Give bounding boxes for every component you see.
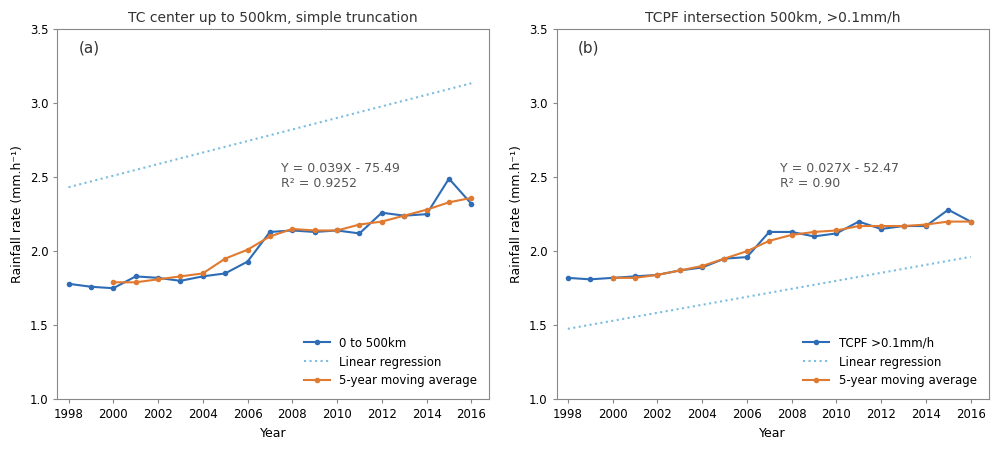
5-year moving average: [443, 200, 455, 205]
Text: Y = 0.027X - 52.47
R² = 0.90: Y = 0.027X - 52.47 R² = 0.90: [780, 162, 899, 190]
0 to 500km: [421, 212, 433, 217]
TCPF >0.1mm/h: [875, 226, 887, 232]
5-year moving average: [309, 228, 321, 233]
5-year moving average: [107, 280, 119, 285]
5-year moving average: [898, 223, 910, 229]
0 to 500km: [152, 275, 164, 281]
5-year moving average: [242, 247, 254, 253]
5-year moving average: [353, 222, 365, 227]
0 to 500km: [465, 201, 477, 207]
Y-axis label: Rainfall rate (mm.h⁻¹): Rainfall rate (mm.h⁻¹): [510, 145, 523, 283]
0 to 500km: [264, 229, 276, 235]
5-year moving average: [651, 272, 663, 278]
5-year moving average: [674, 268, 686, 273]
0 to 500km: [130, 274, 142, 279]
5-year moving average: [741, 249, 753, 254]
X-axis label: Year: Year: [759, 427, 786, 440]
Line: 5-year moving average: 5-year moving average: [610, 219, 973, 281]
TCPF >0.1mm/h: [898, 223, 910, 229]
Legend: 0 to 500km, Linear regression, 5-year moving average: 0 to 500km, Linear regression, 5-year mo…: [298, 331, 483, 393]
Text: (a): (a): [79, 40, 100, 55]
5-year moving average: [264, 234, 276, 239]
TCPF >0.1mm/h: [830, 231, 842, 236]
Line: TCPF >0.1mm/h: TCPF >0.1mm/h: [565, 207, 973, 282]
5-year moving average: [421, 207, 433, 212]
0 to 500km: [219, 271, 231, 276]
5-year moving average: [398, 213, 410, 218]
0 to 500km: [443, 176, 455, 181]
5-year moving average: [629, 275, 641, 281]
0 to 500km: [286, 228, 298, 233]
0 to 500km: [309, 229, 321, 235]
Text: (b): (b): [578, 40, 600, 55]
5-year moving average: [696, 263, 708, 269]
0 to 500km: [242, 259, 254, 264]
5-year moving average: [376, 219, 388, 224]
5-year moving average: [152, 276, 164, 282]
TCPF >0.1mm/h: [808, 234, 820, 239]
5-year moving average: [286, 226, 298, 232]
TCPF >0.1mm/h: [562, 275, 574, 281]
5-year moving average: [465, 195, 477, 201]
TCPF >0.1mm/h: [651, 272, 663, 278]
TCPF >0.1mm/h: [786, 229, 798, 235]
TCPF >0.1mm/h: [696, 265, 708, 270]
TCPF >0.1mm/h: [942, 207, 954, 212]
TCPF >0.1mm/h: [718, 256, 730, 261]
0 to 500km: [107, 285, 119, 291]
0 to 500km: [174, 278, 186, 284]
TCPF >0.1mm/h: [965, 219, 977, 224]
Y-axis label: Rainfall rate (mm.h⁻¹): Rainfall rate (mm.h⁻¹): [11, 145, 24, 283]
TCPF >0.1mm/h: [674, 268, 686, 273]
0 to 500km: [63, 281, 75, 286]
TCPF >0.1mm/h: [763, 229, 775, 235]
TCPF >0.1mm/h: [920, 223, 932, 229]
5-year moving average: [786, 232, 798, 238]
5-year moving average: [331, 228, 343, 233]
0 to 500km: [85, 284, 97, 290]
TCPF >0.1mm/h: [584, 276, 596, 282]
5-year moving average: [808, 229, 820, 235]
5-year moving average: [130, 280, 142, 285]
TCPF >0.1mm/h: [629, 274, 641, 279]
Legend: TCPF >0.1mm/h, Linear regression, 5-year moving average: TCPF >0.1mm/h, Linear regression, 5-year…: [797, 331, 983, 393]
0 to 500km: [353, 231, 365, 236]
Line: 0 to 500km: 0 to 500km: [66, 176, 474, 291]
5-year moving average: [942, 219, 954, 224]
5-year moving average: [174, 274, 186, 279]
Line: 5-year moving average: 5-year moving average: [110, 195, 474, 285]
5-year moving average: [965, 219, 977, 224]
0 to 500km: [331, 228, 343, 233]
X-axis label: Year: Year: [260, 427, 287, 440]
Title: TCPF intersection 500km, >0.1mm/h: TCPF intersection 500km, >0.1mm/h: [645, 11, 900, 25]
5-year moving average: [875, 223, 887, 229]
5-year moving average: [830, 228, 842, 233]
5-year moving average: [718, 256, 730, 261]
0 to 500km: [398, 213, 410, 218]
0 to 500km: [376, 210, 388, 216]
0 to 500km: [197, 274, 209, 279]
Title: TC center up to 500km, simple truncation: TC center up to 500km, simple truncation: [128, 11, 418, 25]
TCPF >0.1mm/h: [607, 275, 619, 281]
Text: Y = 0.039X - 75.49
R² = 0.9252: Y = 0.039X - 75.49 R² = 0.9252: [281, 162, 400, 190]
5-year moving average: [853, 223, 865, 229]
TCPF >0.1mm/h: [741, 254, 753, 260]
TCPF >0.1mm/h: [853, 219, 865, 224]
5-year moving average: [920, 222, 932, 227]
5-year moving average: [607, 275, 619, 281]
5-year moving average: [763, 238, 775, 244]
5-year moving average: [219, 256, 231, 261]
5-year moving average: [197, 271, 209, 276]
